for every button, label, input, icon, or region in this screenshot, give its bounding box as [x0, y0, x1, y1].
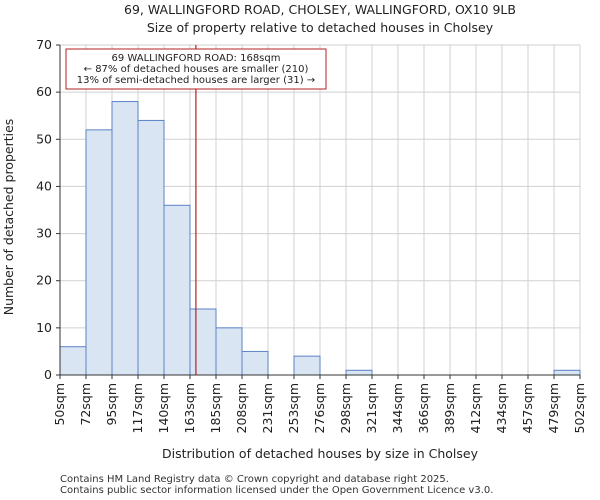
- chart-title-line1: 69, WALLINGFORD ROAD, CHOLSEY, WALLINGFO…: [124, 2, 516, 17]
- bar: [241, 350, 269, 376]
- bar: [111, 101, 139, 376]
- x-tick-label: 479sqm: [546, 383, 561, 433]
- bar: [59, 346, 87, 376]
- x-tick-label: 321sqm: [364, 383, 379, 433]
- x-tick-label: 412sqm: [468, 383, 483, 433]
- annotation-box: [65, 48, 327, 90]
- y-tick-label: 30: [36, 226, 52, 241]
- y-axis-label: Number of detached properties: [1, 119, 16, 316]
- x-tick-label: 140sqm: [156, 383, 171, 433]
- y-tick-label: 50: [36, 131, 52, 146]
- x-tick-label: 298sqm: [338, 383, 353, 433]
- property-marker: 69 WALLINGFORD ROAD: 168sqm← 87% of deta…: [65, 45, 327, 375]
- x-axis-label: Distribution of detached houses by size …: [162, 446, 479, 461]
- bar: [293, 355, 321, 376]
- footer-line2: Contains public sector information licen…: [60, 485, 494, 496]
- x-tick-label: 117sqm: [130, 383, 145, 433]
- x-tick-label: 72sqm: [78, 383, 93, 426]
- x-tick-label: 50sqm: [52, 383, 67, 426]
- x-tick-label: 231sqm: [260, 383, 275, 433]
- y-tick-label: 0: [44, 367, 52, 382]
- x-tick-label: 502sqm: [572, 383, 587, 433]
- x-tick-label: 185sqm: [208, 383, 223, 433]
- y-tick-label: 10: [36, 320, 52, 335]
- x-tick-label: 434sqm: [494, 383, 509, 433]
- x-tick-label: 95sqm: [104, 383, 119, 426]
- y-tick-label: 60: [36, 84, 52, 99]
- bar: [137, 119, 165, 376]
- x-tick-label: 366sqm: [416, 383, 431, 433]
- x-tick-labels: 50sqm 72sqm 95sqm 117sqm 140sqm 163sqm 185sqm 2…: [52, 375, 587, 433]
- bars-group: [59, 101, 581, 376]
- bar: [553, 369, 581, 376]
- chart-title-line2: Size of property relative to detached ho…: [147, 20, 494, 35]
- annotation-line: 13% of semi-detached houses are larger (…: [77, 75, 315, 86]
- x-tick-label: 276sqm: [312, 383, 327, 433]
- annotation-line: ← 87% of detached houses are smaller (21…: [84, 64, 309, 75]
- bar: [189, 308, 217, 376]
- bar: [85, 129, 113, 376]
- annotation-line: 69 WALLINGFORD ROAD: 168sqm: [112, 53, 281, 64]
- x-tick-label: 208sqm: [234, 383, 249, 433]
- bar: [345, 369, 373, 376]
- x-tick-label: 389sqm: [442, 383, 457, 433]
- y-tick-labels: 0 10 20 30 40 50 60 70: [36, 37, 60, 382]
- y-tick-label: 20: [36, 273, 52, 288]
- x-tick-label: 253sqm: [286, 383, 301, 433]
- y-tick-label: 70: [36, 37, 52, 52]
- x-tick-label: 344sqm: [390, 383, 405, 433]
- y-tick-label: 40: [36, 178, 52, 193]
- bar: [163, 204, 191, 376]
- footer-line1: Contains HM Land Registry data © Crown c…: [60, 474, 449, 485]
- x-tick-label: 163sqm: [182, 383, 197, 433]
- bar: [215, 327, 243, 376]
- x-tick-label: 457sqm: [520, 383, 535, 433]
- histogram-chart: 69, WALLINGFORD ROAD, CHOLSEY, WALLINGFO…: [1, 2, 587, 461]
